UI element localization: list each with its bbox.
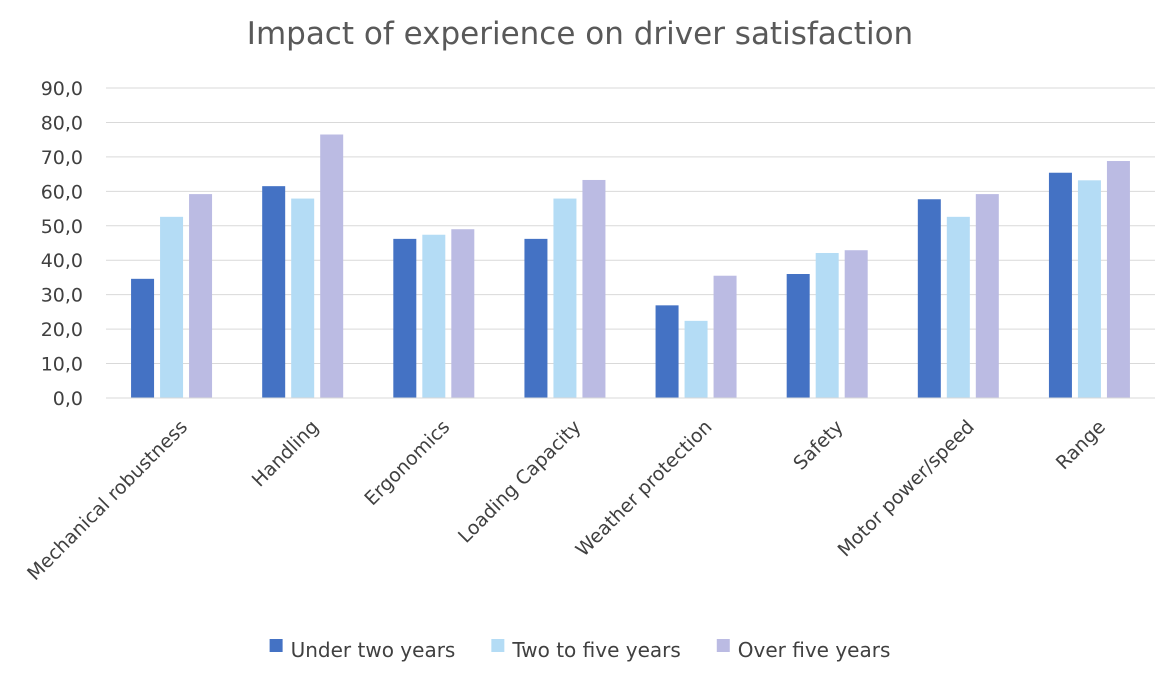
bar	[684, 320, 708, 398]
legend-label: Two to five years	[511, 638, 680, 662]
legend-swatch	[269, 639, 283, 652]
category-label: Weather protection	[572, 416, 717, 561]
legend-label: Over five years	[738, 638, 891, 662]
legend-label: Under two years	[291, 638, 456, 662]
bar	[1048, 172, 1072, 398]
bar	[160, 216, 184, 398]
legend-swatch	[716, 639, 730, 652]
bar	[946, 216, 970, 398]
category-label: Loading Capacity	[454, 416, 586, 548]
y-tick-label: 30,0	[41, 285, 83, 307]
bar	[975, 194, 999, 398]
bar	[655, 305, 679, 398]
y-tick-label: 70,0	[41, 147, 83, 169]
bar	[786, 274, 810, 398]
category-label: Handling	[248, 416, 323, 491]
bar	[1106, 161, 1130, 398]
bar	[422, 234, 446, 398]
bar	[320, 134, 344, 398]
bars	[131, 134, 1130, 398]
y-tick-label: 10,0	[41, 354, 83, 376]
bar	[553, 198, 577, 398]
category-label: Ergonomics	[360, 416, 454, 510]
y-tick-label: 20,0	[41, 319, 83, 341]
bar	[713, 275, 737, 398]
bar	[131, 278, 155, 398]
y-tick-label: 40,0	[41, 250, 83, 272]
y-tick-label: 0,0	[53, 388, 83, 410]
y-tick-label: 90,0	[41, 78, 83, 100]
chart-title: Impact of experience on driver satisfact…	[247, 16, 913, 52]
bar	[189, 194, 213, 398]
y-tick-label: 50,0	[41, 216, 83, 238]
category-label: Range	[1052, 416, 1110, 474]
legend-swatch	[491, 639, 505, 652]
y-tick-label: 60,0	[41, 181, 83, 203]
bar	[291, 198, 315, 398]
bar	[582, 179, 606, 398]
bar	[393, 238, 417, 398]
category-label: Motor power/speed	[834, 416, 979, 561]
legend: Under two years Two to five years Over fiv…	[269, 638, 891, 662]
bar	[262, 186, 286, 398]
bar	[451, 229, 475, 398]
category-label: Mechanical robustness	[23, 416, 192, 585]
bar	[815, 252, 839, 398]
bar	[524, 238, 548, 398]
bar	[1077, 180, 1101, 398]
y-tick-label: 80,0	[41, 112, 83, 134]
y-axis-tick-labels: 0,0 10,0 20,0 30,0 40,0 50,0 60,0 70,0 80,0 90,0	[41, 78, 83, 410]
bar	[917, 199, 941, 398]
category-label: Safety	[789, 416, 848, 475]
category-labels: Mechanical robustness Handling Ergonomics L…	[23, 416, 1110, 585]
bar	[844, 250, 868, 398]
